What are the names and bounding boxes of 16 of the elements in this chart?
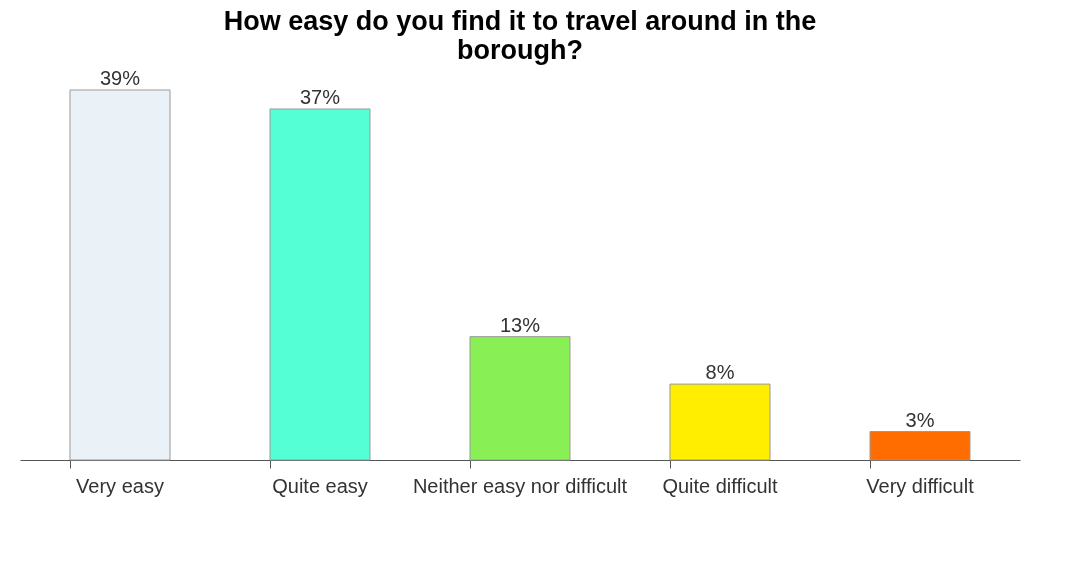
bar [869,431,971,461]
data-label: 39% [99,67,141,89]
bar [669,383,771,461]
data-label: 3% [905,408,935,431]
x-tick-label: Quite difficult [662,474,779,497]
bar [269,108,371,461]
bar [69,89,171,461]
x-tick-label: Quite easy [272,474,368,497]
data-label: 37% [299,85,341,108]
chart-title: How easy do you find it to travel around in the borough? [223,6,817,65]
data-label: 8% [705,361,735,384]
bar [469,336,571,461]
data-label: 13% [499,313,541,336]
x-tick-label: Neither easy nor difficult [412,474,628,497]
x-tick-label: Very difficult [866,474,975,497]
x-tick-label: Very easy [76,474,164,497]
